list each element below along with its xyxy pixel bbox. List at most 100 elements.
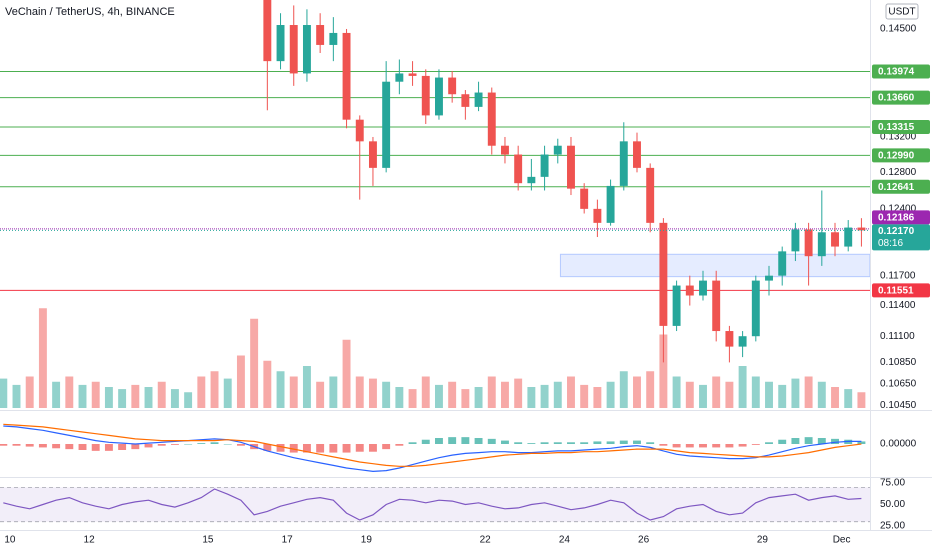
candle-body <box>435 77 443 116</box>
candle-body <box>289 25 298 74</box>
macd-histogram-bar <box>487 438 496 444</box>
macd-histogram-bar <box>408 442 417 444</box>
volume-bar <box>540 384 549 408</box>
macd-histogram-bar <box>236 444 245 446</box>
x-tick-label: 26 <box>638 535 650 546</box>
chart-title: VeChain / TetherUS, 4h, BINANCE <box>5 6 175 18</box>
candle-body <box>355 119 364 142</box>
y-tick-label: 0.10450 <box>880 400 917 411</box>
candle-body <box>408 73 417 76</box>
candle-body <box>540 154 549 177</box>
volume-bar <box>329 376 338 408</box>
macd-histogram-bar <box>619 440 628 444</box>
volume-bar <box>501 381 509 408</box>
volume-bar <box>0 378 8 408</box>
volume-bar <box>118 389 127 408</box>
volume-bar <box>474 387 483 408</box>
volume-bar <box>646 371 655 408</box>
x-tick-label: 10 <box>4 535 16 546</box>
currency[interactable]: USDT <box>888 7 915 18</box>
macd-histogram-bar <box>540 442 549 444</box>
volume-bar <box>104 387 113 408</box>
indicator-layer <box>0 423 870 523</box>
zone <box>559 253 870 278</box>
volume-bar <box>712 376 721 408</box>
level-label-box <box>872 90 930 105</box>
last-price-box <box>872 224 930 251</box>
macd-histogram-bar <box>382 444 391 450</box>
volume-bar <box>223 378 232 408</box>
macd-histogram-bar <box>831 438 839 444</box>
volume-bar <box>487 376 496 408</box>
candle-body <box>263 0 272 62</box>
macd-histogram-bar <box>395 444 404 446</box>
macd-histogram-bar <box>461 437 470 444</box>
volume-bar <box>52 381 61 408</box>
macd-histogram-bar <box>118 444 127 450</box>
volume-bar <box>38 308 47 408</box>
countdown-label: 08:16 <box>878 238 903 249</box>
volume-bar <box>78 384 87 408</box>
candle-body <box>778 251 787 276</box>
price-layer <box>0 0 870 363</box>
volume-bar <box>619 371 628 408</box>
volume-bar <box>316 381 325 408</box>
candle-body <box>685 285 694 296</box>
volume-bar <box>527 387 536 408</box>
volume-bar <box>197 376 206 408</box>
x-tick-label: 24 <box>559 535 571 546</box>
volume-bar <box>778 384 787 408</box>
candle-body <box>751 280 760 337</box>
candle-body <box>514 154 523 184</box>
macd-histogram-bar <box>184 444 193 445</box>
macd-histogram-bar <box>633 440 641 444</box>
y-tick-label: 0.10650 <box>880 378 917 389</box>
y-tick-label: 0.00000 <box>880 439 917 450</box>
macd-histogram-bar <box>501 440 509 444</box>
y-tick-label: 0.11400 <box>880 300 916 311</box>
volume-bar <box>817 381 826 408</box>
macd-histogram-bar <box>329 444 338 453</box>
macd-histogram-bar <box>223 444 232 445</box>
macd-histogram-bar <box>38 444 47 448</box>
volume-bar <box>633 376 641 408</box>
macd-histogram-bar <box>435 438 443 444</box>
volume-bar <box>276 371 285 408</box>
currency-box[interactable] <box>885 3 919 20</box>
candle-body <box>765 275 773 281</box>
macd-histogram-bar <box>276 444 285 452</box>
y-tick-label: 0.11100 <box>880 331 915 342</box>
macd-histogram-bar <box>368 444 377 452</box>
macd-histogram-bar <box>0 444 8 446</box>
macd-histogram-bar <box>580 442 589 444</box>
macd-histogram-bar <box>514 442 523 444</box>
candle-body <box>461 94 470 107</box>
y-tick-label: 50.00 <box>880 499 905 510</box>
volume-bar <box>342 339 351 408</box>
y-tick-label: 75.00 <box>880 478 905 489</box>
volume-bar <box>593 387 602 408</box>
macd-histogram-bar <box>144 444 153 448</box>
candle-body <box>659 222 668 326</box>
volume-bar <box>210 371 219 408</box>
volume-bar <box>606 381 615 408</box>
y-tick-label: 0.11700 <box>880 270 916 281</box>
x-tick-label: 19 <box>361 535 373 546</box>
x-tick-label: 22 <box>480 535 492 546</box>
volume-bar <box>263 360 272 408</box>
macd-histogram-bar <box>567 442 575 444</box>
volume-bar <box>831 387 839 408</box>
macd-histogram-bar <box>12 444 21 446</box>
volume-bar <box>250 318 259 408</box>
volume-bar <box>184 392 193 408</box>
macd-histogram-bar <box>289 444 298 453</box>
volume-bar <box>302 366 311 408</box>
macd-histogram-bar <box>817 438 826 444</box>
candle-body <box>593 208 602 223</box>
candle-body <box>725 331 734 347</box>
candle-body <box>329 32 338 45</box>
macd-histogram-bar <box>263 444 272 451</box>
macd-histogram-bar <box>646 442 655 444</box>
volume-bar <box>804 376 813 408</box>
